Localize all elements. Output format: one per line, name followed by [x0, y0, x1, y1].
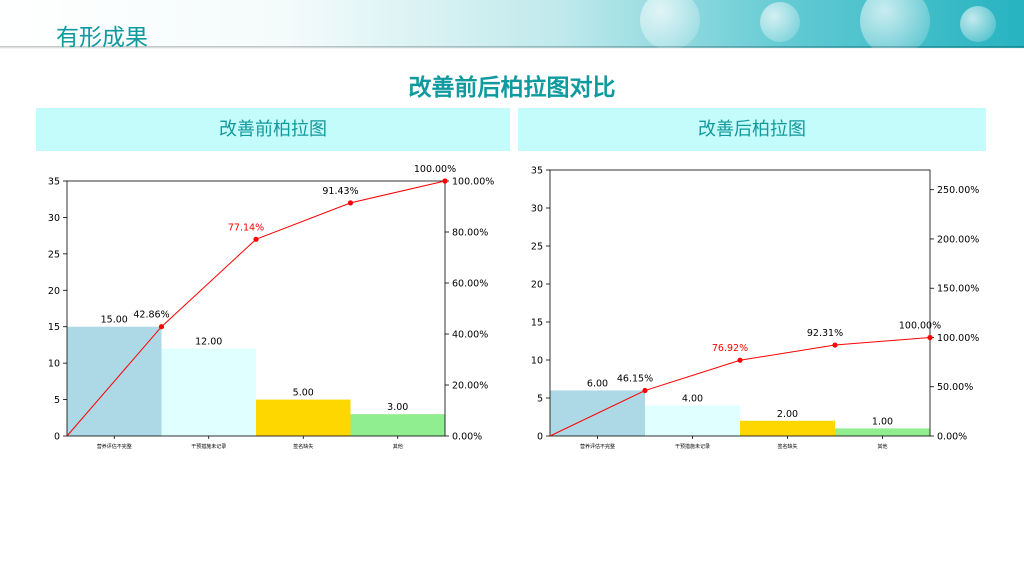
x-tick-label: 干预措施未记录	[191, 443, 226, 450]
bar-value-label: 4.00	[682, 394, 703, 405]
y-tick-label: 30	[48, 213, 60, 224]
bar-value-label: 6.00	[587, 378, 608, 389]
decor-bubble	[640, 0, 700, 48]
bar-2	[645, 405, 740, 436]
y2-tick-label: 100.00%	[937, 333, 979, 344]
bar-value-label: 12.00	[195, 337, 222, 348]
cumulative-point	[927, 334, 933, 341]
cumulative-point	[442, 178, 448, 184]
bar-value-label: 2.00	[777, 409, 798, 420]
y-tick-label: 35	[48, 177, 60, 188]
cumulative-percent-label: 42.86%	[133, 310, 169, 321]
x-tick-label: 其他	[877, 443, 887, 450]
decor-bubble	[760, 2, 800, 42]
bar-value-label: 15.00	[101, 315, 128, 326]
y-tick-label: 10	[531, 356, 543, 367]
cumulative-percent-label: 100.00%	[899, 320, 941, 331]
pareto-chart-before: 15.00 营养评估不完整 12.00 干预措施未记录 5.00 签名缺失 3.00 其他 0 5…	[48, 164, 494, 450]
x-tick-label: 营养评估不完整	[97, 443, 132, 450]
y-tick-label: 15	[531, 318, 543, 329]
y2-tick-label: 50.00%	[937, 382, 973, 393]
bar-4	[835, 428, 930, 436]
y-tick-label: 0	[537, 432, 543, 443]
decor-bubble	[860, 0, 930, 48]
plot-frame	[549, 169, 931, 437]
cumulative-percent-label: 92.31%	[807, 328, 843, 339]
cumulative-percent-label: 46.15%	[617, 374, 653, 385]
section-title: 有形成果	[56, 25, 148, 51]
x-tick-label: 营养评估不完整	[580, 443, 615, 450]
cumulative-point	[347, 200, 354, 206]
cumulative-percent-label: 91.43%	[322, 186, 358, 197]
bar-3	[256, 399, 351, 436]
y2-tick-label: 0.00%	[452, 432, 482, 443]
y-tick-label: 20	[48, 286, 60, 297]
cumulative-point	[832, 342, 838, 348]
pareto-chart-after: 6.00 营养评估不完整 4.00 干预措施未记录 2.00 签名缺失 1.00 其他 0 5 10…	[531, 166, 979, 451]
y2-tick-label: 250.00%	[937, 185, 979, 196]
x-tick-label: 干预措施未记录	[675, 443, 710, 450]
bar-3	[740, 420, 835, 436]
panel-header-before: 改善前柏拉图	[36, 108, 510, 151]
x-tick-label: 签名缺失	[777, 443, 797, 450]
y-tick-label: 5	[54, 395, 60, 406]
y-tick-label: 30	[531, 204, 543, 215]
main-title: 改善前后柏拉图对比	[408, 75, 616, 101]
x-tick-label: 签名缺失	[293, 443, 313, 450]
y2-tick-label: 0.00%	[937, 432, 967, 443]
y2-tick-label: 200.00%	[937, 234, 979, 245]
y-tick-label: 25	[48, 249, 60, 260]
decor-bubble	[960, 6, 996, 42]
bar-4	[350, 414, 445, 436]
y-tick-label: 15	[48, 322, 60, 333]
y2-tick-label: 150.00%	[937, 284, 979, 295]
banner-shadow	[0, 46, 1024, 49]
y2-tick-label: 40.00%	[452, 330, 488, 341]
bar-value-label: 1.00	[872, 416, 893, 427]
y2-tick-label: 60.00%	[452, 279, 488, 290]
cumulative-point	[253, 236, 259, 242]
cumulative-point	[642, 387, 648, 394]
header-banner	[0, 0, 1024, 48]
y2-tick-label: 20.00%	[452, 381, 488, 392]
bar-value-label: 5.00	[293, 388, 314, 399]
y-tick-label: 25	[531, 242, 543, 253]
y-tick-label: 0	[54, 432, 60, 443]
y2-tick-label: 80.00%	[452, 228, 488, 239]
cumulative-point	[158, 324, 165, 330]
x-tick-label: 其他	[393, 443, 403, 450]
bar-2	[161, 348, 256, 436]
y-tick-label: 20	[531, 280, 543, 291]
plot-frame	[66, 180, 446, 437]
y2-tick-label: 100.00%	[452, 177, 494, 188]
panel-header-after: 改善后柏拉图	[518, 108, 986, 151]
cumulative-point	[737, 357, 743, 363]
cumulative-percent-label: 77.14%	[228, 222, 264, 233]
bar-value-label: 3.00	[387, 402, 408, 413]
cumulative-percent-label: 76.92%	[712, 343, 748, 354]
y-tick-label: 10	[48, 359, 60, 370]
y-tick-label: 5	[537, 394, 543, 405]
cumulative-percent-label: 100.00%	[414, 164, 456, 175]
y-tick-label: 35	[531, 166, 543, 177]
